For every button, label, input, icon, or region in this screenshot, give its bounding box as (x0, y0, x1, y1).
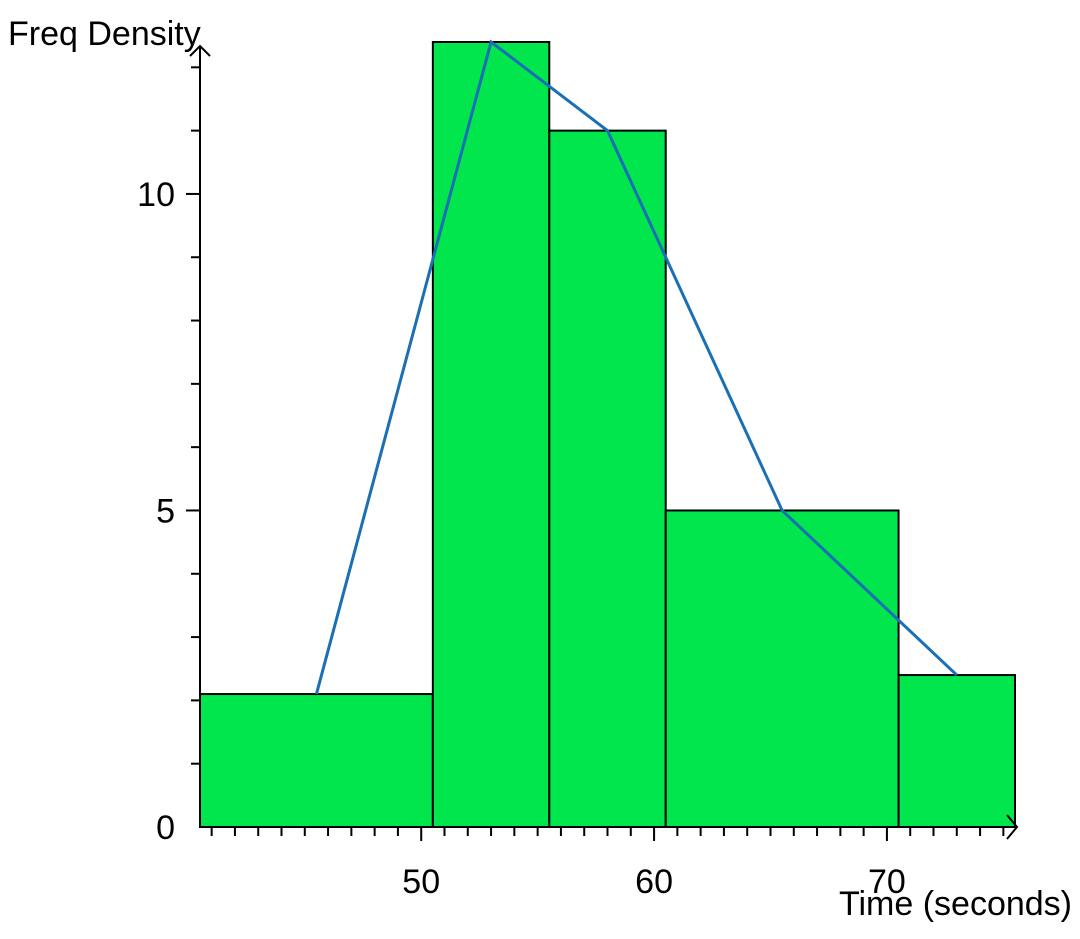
histogram-bar-2 (431, 41, 551, 828)
histogram-bar-3 (548, 129, 667, 828)
axis-ticks (186, 66, 1005, 841)
y-tick-label-5: 5 (156, 492, 175, 530)
y-axis-arrow-icon (189, 44, 211, 57)
x-axis-label: Time (seconds) (839, 885, 1072, 923)
histogram-bar-1 (199, 693, 434, 828)
histogram-bar-5 (897, 674, 1016, 828)
y-tick-label-0: 0 (156, 809, 175, 847)
y-axis-label: Freq Density (8, 15, 201, 53)
x-axis-arrow-icon (1006, 814, 1019, 840)
frequency-polygon-line (314, 39, 958, 695)
axis-tick-labels: 50 60 70 0 5 10 (137, 176, 906, 901)
histogram-bars (199, 41, 1016, 828)
x-tick-label-50: 50 (402, 863, 440, 901)
x-tick-label-70: 70 (868, 863, 906, 901)
histogram-bar-4 (664, 509, 900, 828)
y-tick-label-10: 10 (137, 176, 175, 214)
x-tick-label-60: 60 (635, 863, 673, 901)
